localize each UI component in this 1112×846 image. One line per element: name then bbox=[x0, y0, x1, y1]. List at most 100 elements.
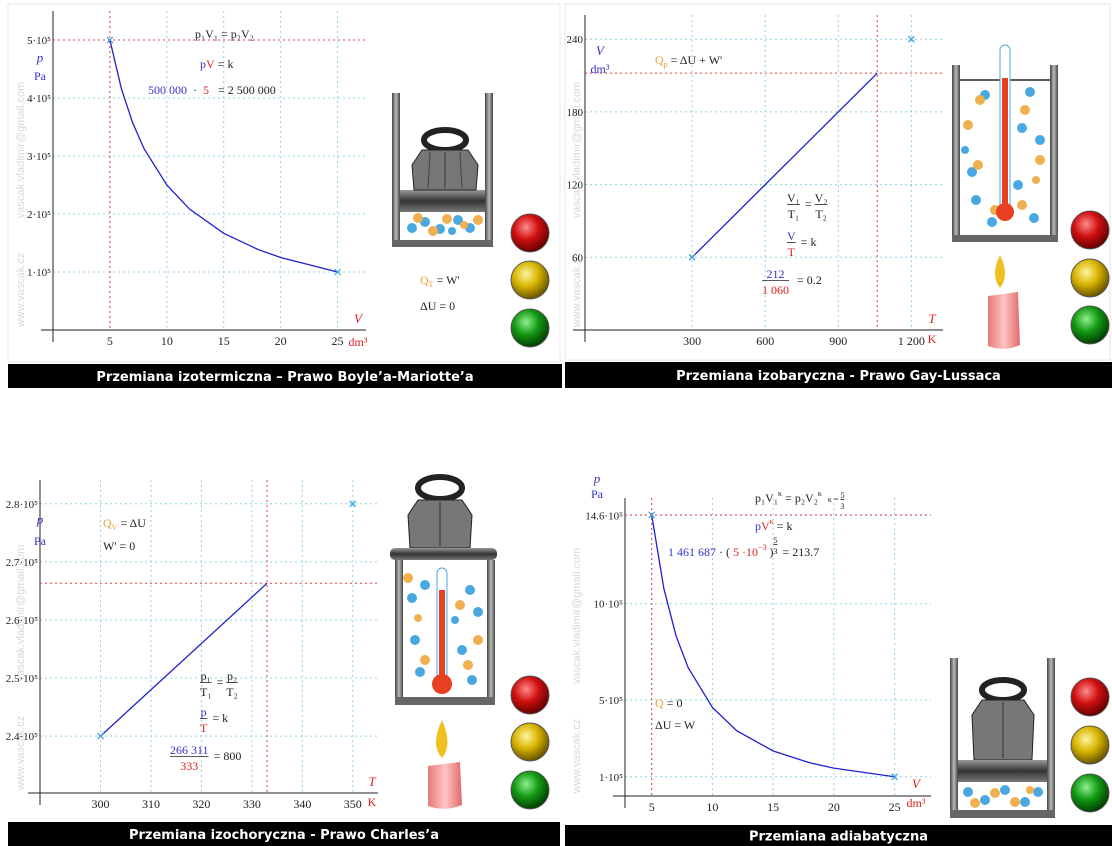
yellow-button[interactable] bbox=[511, 723, 549, 761]
formula-text: 5 ·10 bbox=[733, 545, 758, 559]
formula-text: V₂ bbox=[815, 191, 828, 205]
y-tick-label: 1·10⁵ bbox=[599, 772, 623, 784]
y-tick-label: 2.5·10⁵ bbox=[6, 673, 38, 685]
formula-text: p₂ bbox=[227, 669, 237, 683]
y-tick-label: 2.6·10⁵ bbox=[6, 615, 38, 627]
formula-text: T₁ bbox=[788, 207, 800, 221]
yellow-button[interactable] bbox=[511, 261, 549, 299]
watermark: www.vascak.cz bbox=[15, 716, 27, 792]
formula-text: V₁ bbox=[787, 191, 800, 205]
screen: www.vascak.cz vascak.vladimir@gmail.com 5 1… bbox=[0, 0, 1112, 846]
x-tick-label: 300 bbox=[92, 797, 110, 811]
denominator: 1 060 bbox=[762, 283, 789, 297]
x-tick-label: 300 bbox=[683, 334, 701, 348]
formula-text: = 800 bbox=[211, 749, 242, 763]
x-tick-label: 600 bbox=[756, 334, 774, 348]
formula-text: = bbox=[802, 197, 815, 211]
formula-text: = k bbox=[209, 711, 228, 725]
formula-text: ΔU = 0 bbox=[420, 299, 455, 313]
numerator: 5 bbox=[840, 491, 844, 500]
watermark: vascak.vladimir@gmail.com bbox=[571, 82, 583, 218]
red-button[interactable] bbox=[511, 214, 549, 252]
x-tick-label: 15 bbox=[218, 334, 230, 348]
x-tick-label: 1 200 bbox=[898, 334, 925, 348]
formula: QV = ΔU bbox=[103, 516, 146, 532]
cylinder-illustration bbox=[950, 658, 1055, 818]
x-axis-unit: dm³ bbox=[349, 335, 368, 349]
formula-text: = p₂V₂ bbox=[782, 491, 818, 505]
numerator: 5 bbox=[774, 536, 778, 545]
denominator: T₁ bbox=[200, 685, 212, 699]
numerator: V bbox=[787, 229, 796, 243]
x-axis-label: T bbox=[368, 774, 376, 789]
formula-text: T₂ bbox=[226, 685, 238, 699]
formula-text: = 0 bbox=[664, 696, 683, 710]
formula-text: p bbox=[201, 705, 207, 719]
formula: ΔU = W bbox=[655, 718, 696, 732]
x-tick-label: 20 bbox=[828, 800, 840, 814]
formula-text: = ΔU + W' bbox=[668, 53, 723, 67]
denominator: T₂ bbox=[815, 207, 827, 221]
watermark: www.vascak.cz bbox=[571, 719, 583, 795]
red-button[interactable] bbox=[511, 676, 549, 714]
y-axis-label: p bbox=[36, 512, 44, 527]
formula-text: 5 bbox=[774, 536, 778, 545]
green-button[interactable] bbox=[1071, 774, 1109, 812]
numerator: 266 311 bbox=[170, 743, 209, 757]
formula-text: 333 bbox=[180, 759, 198, 773]
x-tick-label: 310 bbox=[142, 797, 160, 811]
y-tick-label: 4·10⁵ bbox=[27, 93, 51, 105]
formula: Q = 0 bbox=[655, 696, 682, 710]
numerator: p₂ bbox=[227, 669, 237, 683]
formula-text: 5 bbox=[840, 491, 844, 500]
denominator: T bbox=[788, 245, 796, 259]
formula-text: 1 060 bbox=[762, 283, 789, 297]
x-tick-label: 5 bbox=[649, 800, 655, 814]
formula-text: T bbox=[788, 245, 796, 259]
numerator: 212 bbox=[767, 267, 785, 281]
chart-panel: www.vascak.czvascak.vladimir@gmail.com30… bbox=[565, 15, 1112, 388]
y-tick-label: 2·10⁵ bbox=[27, 209, 51, 221]
formula-text: Q bbox=[103, 516, 112, 530]
formula-text: T₂ bbox=[815, 207, 827, 221]
formula-text: = W' bbox=[434, 273, 460, 287]
watermark: vascak.vladimir@gmail.com bbox=[571, 548, 583, 684]
y-tick-label: 2.4·10⁵ bbox=[6, 731, 38, 743]
y-axis-unit: Pa bbox=[34, 69, 47, 83]
formula-text: V bbox=[761, 519, 770, 533]
caption: Przemiana adiabatyczna bbox=[749, 830, 928, 845]
formula: p₁T₁ = p₂T₂ bbox=[200, 669, 238, 699]
numerator: V₁ bbox=[787, 191, 800, 205]
cylinder-illustration bbox=[952, 45, 1058, 349]
formula-text: ) bbox=[767, 545, 774, 559]
formula: QT = W' bbox=[420, 273, 460, 289]
formula-text: · bbox=[187, 83, 203, 97]
y-tick-label: 14.6·10⁵ bbox=[585, 510, 623, 522]
formula-text: W' = 0 bbox=[103, 539, 135, 553]
caption: Przemiana izochoryczna - Prawo Charles’a bbox=[129, 828, 439, 843]
yellow-button[interactable] bbox=[1071, 726, 1109, 764]
chart-panel: www.vascak.czvascak.vladimir@gmail.com30… bbox=[6, 480, 560, 846]
y-tick-label: 1·10⁵ bbox=[27, 267, 51, 279]
formula-text: T₁ bbox=[200, 685, 212, 699]
red-button[interactable] bbox=[1071, 678, 1109, 716]
x-tick-label: 900 bbox=[829, 334, 847, 348]
formula: ΔU = 0 bbox=[420, 299, 455, 313]
denominator: 3 bbox=[840, 502, 844, 511]
x-tick-label: 350 bbox=[344, 797, 362, 811]
formula-text: p₁ bbox=[201, 669, 211, 683]
x-tick-label: 25 bbox=[332, 334, 344, 348]
red-button[interactable] bbox=[1071, 211, 1109, 249]
x-tick-label: 10 bbox=[161, 334, 173, 348]
cylinder-illustration bbox=[390, 477, 497, 809]
green-button[interactable] bbox=[1071, 306, 1109, 344]
green-button[interactable] bbox=[511, 309, 549, 347]
yellow-button[interactable] bbox=[1071, 259, 1109, 297]
formula-text: = k bbox=[215, 57, 234, 71]
frames bbox=[8, 4, 1110, 362]
x-tick-label: 20 bbox=[275, 334, 287, 348]
y-tick-label: 2.8·10⁵ bbox=[6, 499, 38, 511]
formula-text: ΔU = W bbox=[655, 718, 696, 732]
formula-text: 212 bbox=[767, 267, 785, 281]
green-button[interactable] bbox=[511, 771, 549, 809]
